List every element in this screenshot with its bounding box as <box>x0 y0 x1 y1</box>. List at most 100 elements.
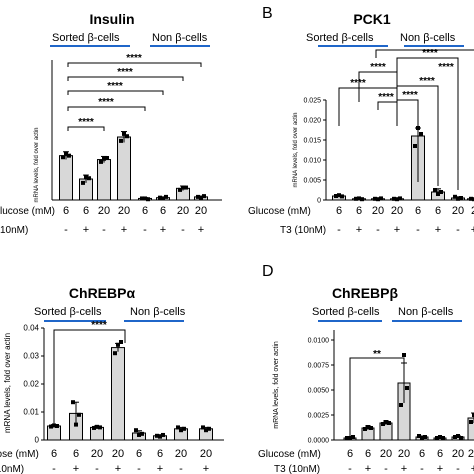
t3-tick-label: - <box>348 463 352 474</box>
panel-c-glucose-label: Glucose (mM) <box>0 449 39 460</box>
t3-tick-label: + <box>394 224 400 236</box>
y-tick-label: 0.015 <box>303 138 321 145</box>
bar <box>117 136 131 201</box>
y-tick-label: 0.0050 <box>308 388 330 395</box>
data-point <box>402 353 406 357</box>
panel-b-glucose-row: 6 6 20 20 6 6 20 2 <box>336 205 474 217</box>
glucose-tick-label: 6 <box>356 205 362 217</box>
panel-b-significance <box>338 49 474 190</box>
data-point <box>84 174 88 179</box>
data-point <box>113 351 117 356</box>
glucose-tick-label: 20 <box>112 448 124 460</box>
bar <box>467 417 474 441</box>
panel-d-ylabel: mRNA levels, fold over actin <box>273 341 280 429</box>
data-point <box>184 185 188 190</box>
t3-tick-label: - <box>95 463 99 474</box>
panel-c-ylabel: mRNA levels, fold over actin <box>3 333 12 433</box>
glucose-tick-label: 6 <box>347 448 353 460</box>
data-point <box>161 196 165 201</box>
panel-a-significance <box>67 62 202 131</box>
panel-a-t3-label: 10nM) <box>0 225 28 236</box>
t3-tick-label: - <box>420 463 424 474</box>
data-point <box>71 400 75 405</box>
y-tick-label: 0 <box>317 198 321 205</box>
panel-b-letter: B <box>262 5 273 22</box>
data-point <box>81 180 85 185</box>
data-point <box>158 195 162 200</box>
data-point <box>122 131 126 136</box>
data-point <box>164 194 168 199</box>
data-point <box>366 425 370 429</box>
data-point <box>146 197 150 202</box>
data-point <box>92 425 96 430</box>
panel-c-y-ticks: 0 0.01 0.02 0.03 0.04 <box>23 324 44 445</box>
t3-tick-label: + <box>401 463 407 474</box>
t3-tick-label: + <box>83 224 89 236</box>
panel-c: ChREBPα Sorted β-cells Non β-cells mRNA … <box>0 285 224 474</box>
data-point <box>433 188 437 192</box>
data-point <box>202 194 206 199</box>
data-point <box>334 194 338 198</box>
panel-d-legend-non: Non β-cells <box>398 306 454 318</box>
glucose-tick-label: 20 <box>98 205 110 217</box>
panel-b-sig-6: **** <box>422 48 438 59</box>
data-point <box>155 433 159 438</box>
data-point <box>134 428 138 433</box>
panel-b-sig-7: **** <box>438 62 454 73</box>
y-tick-label: 0.04 <box>23 324 39 333</box>
data-point <box>199 195 203 200</box>
t3-tick-label: - <box>52 463 56 474</box>
data-point <box>140 431 144 436</box>
data-point <box>381 422 385 426</box>
panel-a-legend-non: Non β-cells <box>152 32 208 44</box>
glucose-tick-label: 6 <box>142 205 148 217</box>
data-point <box>52 423 56 428</box>
data-point <box>399 403 403 407</box>
data-point <box>453 435 457 439</box>
panel-a-sig-1: **** <box>78 117 94 128</box>
panel-d-title: ChREBPβ <box>332 285 399 301</box>
data-point <box>182 426 186 431</box>
data-point <box>387 421 391 425</box>
data-point <box>67 153 71 158</box>
panel-b-sig-2: **** <box>370 62 386 73</box>
data-point <box>360 197 364 202</box>
t3-tick-label: - <box>337 224 341 236</box>
panel-b: B PCK1 Sorted β-cells Non β-cells mRNA l… <box>248 5 474 236</box>
panel-c-legend-non: Non β-cells <box>130 306 186 318</box>
data-point <box>392 196 396 201</box>
data-point <box>456 196 460 201</box>
data-point <box>196 194 200 199</box>
glucose-tick-label: 20 <box>195 205 207 217</box>
bar <box>97 159 111 201</box>
glucose-tick-label: 6 <box>415 205 421 217</box>
y-tick-label: 0.02 <box>23 380 39 389</box>
t3-tick-label: + <box>115 463 121 474</box>
bar <box>111 347 125 441</box>
panel-c-legend-sorted: Sorted β-cells <box>34 306 102 318</box>
panel-d: D ChREBPβ Sorted β-cells Non β-cells mRN… <box>258 263 474 474</box>
glucose-tick-label: 20 <box>118 205 130 217</box>
glucose-tick-label: 20 <box>200 448 212 460</box>
data-point <box>384 420 388 424</box>
t3-tick-label: - <box>137 463 141 474</box>
data-point <box>439 190 443 194</box>
data-point <box>459 196 463 200</box>
panel-a-t3-row: - + - + - + - + <box>64 224 204 236</box>
data-point <box>179 428 183 433</box>
glucose-tick-label: 20 <box>391 205 403 217</box>
data-point <box>99 159 103 164</box>
panel-b-t3-label: T3 (10nM) <box>280 225 326 236</box>
data-point <box>61 155 65 160</box>
t3-tick-label: - <box>179 463 183 474</box>
data-point <box>351 435 355 439</box>
panel-d-y-ticks: 0.0000 0.0025 0.0050 0.0075 0.0100 <box>308 338 334 445</box>
panel-a-glucose-label: lucose (mM) <box>0 206 55 217</box>
panel-b-sig-3: **** <box>378 92 394 103</box>
t3-tick-label: - <box>181 224 185 236</box>
glucose-tick-label: 6 <box>51 448 57 460</box>
t3-tick-label: + <box>73 463 79 474</box>
data-point <box>140 196 144 201</box>
data-point <box>181 185 185 190</box>
